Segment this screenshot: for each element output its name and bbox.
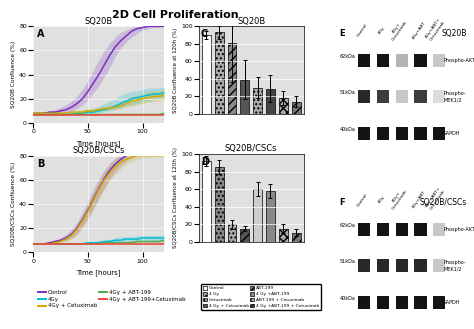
Text: A: A bbox=[37, 29, 45, 39]
Bar bbox=[395, 296, 408, 309]
Bar bbox=[395, 259, 408, 272]
Legend: Control, 4 Gy, Cetuximab, 4 Gy + Cetuximab, ABT-199, 4 Gy +ABT-199, ABT-199 + Ce: Control, 4 Gy, Cetuximab, 4 Gy + Cetuxim… bbox=[201, 284, 321, 310]
Y-axis label: SQ20B Confluence at 120h (%): SQ20B Confluence at 120h (%) bbox=[173, 28, 178, 113]
Y-axis label: SQ20B/CSCs Confluence (%): SQ20B/CSCs Confluence (%) bbox=[11, 162, 16, 246]
Bar bbox=[395, 90, 408, 103]
Bar bbox=[433, 54, 445, 67]
Text: 51kDa: 51kDa bbox=[339, 259, 355, 264]
Text: GAPDH: GAPDH bbox=[443, 300, 461, 305]
Bar bbox=[377, 54, 389, 67]
Text: 4Gy: 4Gy bbox=[377, 195, 385, 204]
Text: 40kDa: 40kDa bbox=[339, 127, 355, 132]
Bar bbox=[240, 80, 249, 114]
Text: 4Gy+ABT+
Cetuximab: 4Gy+ABT+ Cetuximab bbox=[425, 16, 446, 41]
Text: 4Gy+ABT: 4Gy+ABT bbox=[411, 190, 427, 209]
Bar bbox=[414, 127, 427, 139]
Bar bbox=[202, 161, 211, 242]
Text: GAPDH: GAPDH bbox=[443, 131, 461, 136]
Text: SQ20B/CSCs: SQ20B/CSCs bbox=[419, 198, 466, 207]
Text: 62kDa: 62kDa bbox=[339, 223, 355, 228]
Bar bbox=[433, 296, 445, 309]
Bar bbox=[377, 296, 389, 309]
Text: Control: Control bbox=[356, 192, 369, 207]
Text: C: C bbox=[201, 29, 208, 39]
Text: 4Gy+
Cetuximab: 4Gy+ Cetuximab bbox=[388, 17, 409, 41]
Bar bbox=[414, 296, 427, 309]
Y-axis label: SQ20B Confluence (%): SQ20B Confluence (%) bbox=[11, 41, 16, 108]
Bar bbox=[358, 223, 370, 236]
Title: SQ20B/CSCs: SQ20B/CSCs bbox=[225, 144, 277, 153]
Text: 4Gy+
Cetuximab: 4Gy+ Cetuximab bbox=[388, 186, 409, 211]
Bar bbox=[358, 296, 370, 309]
Bar bbox=[377, 127, 389, 139]
Title: SQ20B/CSCs: SQ20B/CSCs bbox=[73, 146, 125, 155]
Bar bbox=[414, 223, 427, 236]
Bar bbox=[395, 127, 408, 139]
Bar bbox=[228, 43, 237, 114]
Bar bbox=[414, 90, 427, 103]
Bar bbox=[395, 223, 408, 236]
Bar bbox=[358, 54, 370, 67]
Text: 4Gy: 4Gy bbox=[377, 26, 385, 35]
Y-axis label: SQ20B/CSCs Confluence at 120h (%): SQ20B/CSCs Confluence at 120h (%) bbox=[173, 147, 178, 248]
Text: Phospho-AKT: Phospho-AKT bbox=[443, 227, 474, 232]
Bar bbox=[433, 259, 445, 272]
Title: SQ20B: SQ20B bbox=[237, 16, 265, 26]
Text: F: F bbox=[339, 198, 345, 207]
Text: 2D Cell Proliferation: 2D Cell Proliferation bbox=[112, 10, 239, 20]
Bar bbox=[377, 223, 389, 236]
Text: Phospho-AKT: Phospho-AKT bbox=[443, 58, 474, 63]
Bar bbox=[377, 259, 389, 272]
Text: D: D bbox=[201, 157, 209, 167]
Text: 51kDa: 51kDa bbox=[339, 90, 355, 95]
Bar bbox=[358, 90, 370, 103]
X-axis label: Time [hours]: Time [hours] bbox=[77, 269, 121, 276]
Text: SQ20B: SQ20B bbox=[441, 29, 466, 38]
Bar bbox=[215, 167, 224, 242]
Text: Control: Control bbox=[356, 23, 369, 38]
Bar bbox=[215, 33, 224, 114]
Text: E: E bbox=[339, 29, 345, 38]
Bar bbox=[253, 189, 262, 242]
Bar bbox=[253, 88, 262, 114]
Bar bbox=[433, 90, 445, 103]
Title: SQ20B: SQ20B bbox=[85, 16, 113, 26]
Bar bbox=[228, 224, 237, 242]
X-axis label: Time [hours]: Time [hours] bbox=[77, 140, 121, 146]
Bar bbox=[279, 98, 288, 114]
Bar bbox=[395, 54, 408, 67]
Text: 62kDa: 62kDa bbox=[339, 54, 355, 59]
Bar bbox=[292, 102, 301, 114]
Text: 4Gy+ABT+
Cetuximab: 4Gy+ABT+ Cetuximab bbox=[425, 186, 446, 211]
Text: B: B bbox=[37, 159, 45, 169]
Bar bbox=[279, 229, 288, 242]
Text: Phospho-
MEK1/2: Phospho- MEK1/2 bbox=[443, 261, 465, 271]
Text: 4Gy+ABT: 4Gy+ABT bbox=[411, 21, 427, 40]
Bar bbox=[358, 127, 370, 139]
Bar bbox=[266, 89, 275, 114]
Bar bbox=[202, 35, 211, 114]
Bar bbox=[240, 229, 249, 242]
Bar bbox=[414, 54, 427, 67]
Bar bbox=[433, 223, 445, 236]
Text: 40kDa: 40kDa bbox=[339, 296, 355, 301]
Bar bbox=[414, 259, 427, 272]
Legend: Control, 4Gy, 4Gy + Cetuximab, 4Gy + ABT-199, 4Gy + ABT-199+Cetuximab: Control, 4Gy, 4Gy + Cetuximab, 4Gy + ABT… bbox=[36, 288, 187, 311]
Bar bbox=[358, 259, 370, 272]
Bar bbox=[377, 90, 389, 103]
Text: Phospho-
MEK1/2: Phospho- MEK1/2 bbox=[443, 91, 465, 102]
Bar bbox=[292, 233, 301, 242]
Bar bbox=[433, 127, 445, 139]
Bar bbox=[266, 191, 275, 242]
